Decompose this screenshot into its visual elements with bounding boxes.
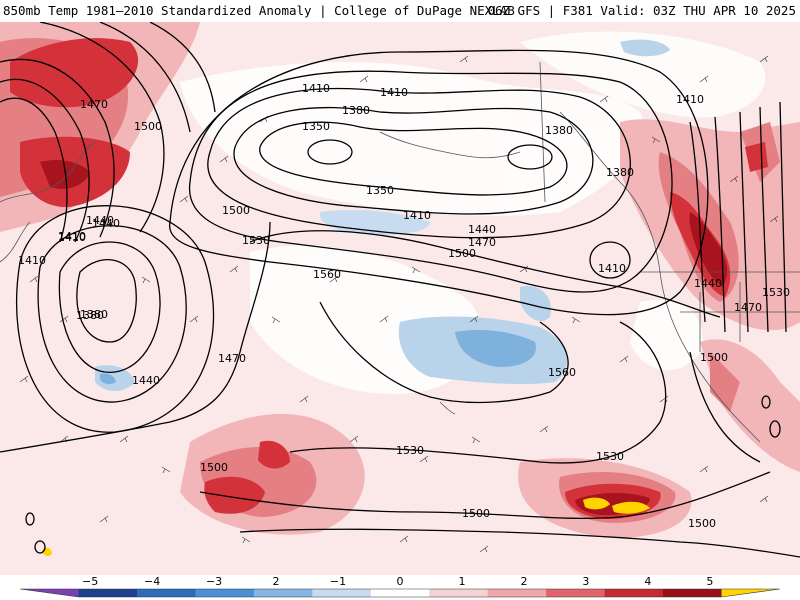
contour-label: 1470 bbox=[734, 301, 762, 314]
colorbar-segment bbox=[195, 589, 255, 597]
colorbar-tick-label: 1 bbox=[458, 575, 466, 588]
map-panel: 1470 1500 1440 1410 1380 1350 1410 1410 … bbox=[0, 22, 800, 575]
colorbar-segment bbox=[663, 589, 723, 597]
contour-label: 1410 bbox=[18, 254, 46, 267]
colorbar-segment bbox=[370, 589, 430, 597]
colorbar-segment bbox=[546, 589, 606, 597]
colorbar-tick-label: 0 bbox=[396, 575, 404, 588]
contour-label: 1380 bbox=[342, 104, 370, 117]
contour-label: 1530 bbox=[396, 444, 424, 457]
contour-label: 1440 bbox=[694, 277, 722, 290]
colorbar-segment bbox=[78, 589, 138, 597]
contour-label: 1440 bbox=[468, 223, 496, 236]
contour-label: 1560 bbox=[313, 268, 341, 281]
contour-label: 1530 bbox=[242, 234, 270, 247]
header-bar: 850mb Temp 1981–2010 Standardized Anomal… bbox=[0, 0, 800, 22]
contour-label: 1410 bbox=[380, 86, 408, 99]
contour-label: 1380 bbox=[76, 309, 104, 322]
contour-label: 1500 bbox=[448, 247, 476, 260]
wind-barbs bbox=[19, 55, 779, 553]
colorbar-segment bbox=[253, 589, 313, 597]
contour-label: 1410 bbox=[676, 93, 704, 106]
contour-label: 1470 bbox=[468, 236, 496, 249]
contour-label: 1380 bbox=[80, 308, 108, 321]
contour-label: 1500 bbox=[200, 461, 228, 474]
contour-label: 1500 bbox=[462, 507, 490, 520]
contour-label: 1440 bbox=[86, 214, 114, 227]
contour-label: 1350 bbox=[302, 120, 330, 133]
height-contours bbox=[0, 22, 800, 558]
contour-labels: 1470 1500 1440 1410 1380 1350 1410 1410 … bbox=[18, 82, 790, 530]
colorbar-segment bbox=[312, 589, 372, 597]
colorbar-tick-label: −5 bbox=[82, 575, 99, 588]
colorbar-tick-label: −1 bbox=[329, 575, 347, 588]
contour-label: 1350 bbox=[366, 184, 394, 197]
colorbar-tick-label: −4 bbox=[144, 575, 161, 588]
colorbar-tick-label: 3 bbox=[582, 575, 590, 588]
contour-label: 1410 bbox=[403, 209, 431, 222]
contour-label: 1410 bbox=[58, 230, 86, 243]
colorbar-outline bbox=[19, 588, 781, 598]
contour-label: 1410 bbox=[598, 262, 626, 275]
coastlines bbox=[0, 61, 800, 443]
blue-anomaly-areas bbox=[95, 39, 670, 391]
contour-label: 1410 bbox=[58, 231, 86, 244]
colorbar-segment bbox=[604, 589, 664, 597]
contour-label: 1440 bbox=[92, 217, 120, 230]
colorbar-tick-label: 2 bbox=[520, 575, 528, 588]
contour-label: 1500 bbox=[134, 120, 162, 133]
contour-label: 1440 bbox=[132, 374, 160, 387]
colorbar-strip bbox=[19, 588, 781, 598]
product-title: 850mb Temp 1981–2010 Standardized Anomal… bbox=[3, 3, 515, 18]
colorbar-tick-label: 4 bbox=[644, 575, 652, 588]
colorbar-tick-label: 5 bbox=[706, 575, 714, 588]
contour-label: 1470 bbox=[80, 98, 108, 111]
contour-label: 1380 bbox=[545, 124, 573, 137]
contour-label: 1500 bbox=[688, 517, 716, 530]
colorbar: −5 −4 −3 2 −1 0 1 2 3 4 5 bbox=[0, 575, 800, 600]
contour-label: 1500 bbox=[222, 204, 250, 217]
model-run-valid-time: 06Z GFS | F381 Valid: 03Z THU APR 10 202… bbox=[487, 3, 796, 18]
colorbar-tick-label: 2 bbox=[272, 575, 280, 588]
contour-label: 1410 bbox=[302, 82, 330, 95]
contour-label: 1530 bbox=[596, 450, 624, 463]
colorbar-tick-label: −3 bbox=[205, 575, 223, 588]
colorbar-segment bbox=[487, 589, 547, 597]
yellow-anomaly-areas bbox=[42, 497, 650, 557]
contour-label: 1380 bbox=[606, 166, 634, 179]
contour-label: 1530 bbox=[762, 286, 790, 299]
colorbar-segment bbox=[136, 589, 196, 597]
contour-label: 1470 bbox=[218, 352, 246, 365]
colorbar-segment bbox=[429, 589, 489, 597]
map-svg: 1470 1500 1440 1410 1380 1350 1410 1410 … bbox=[0, 22, 800, 575]
contour-label: 1500 bbox=[700, 351, 728, 364]
contour-label: 1560 bbox=[548, 366, 576, 379]
